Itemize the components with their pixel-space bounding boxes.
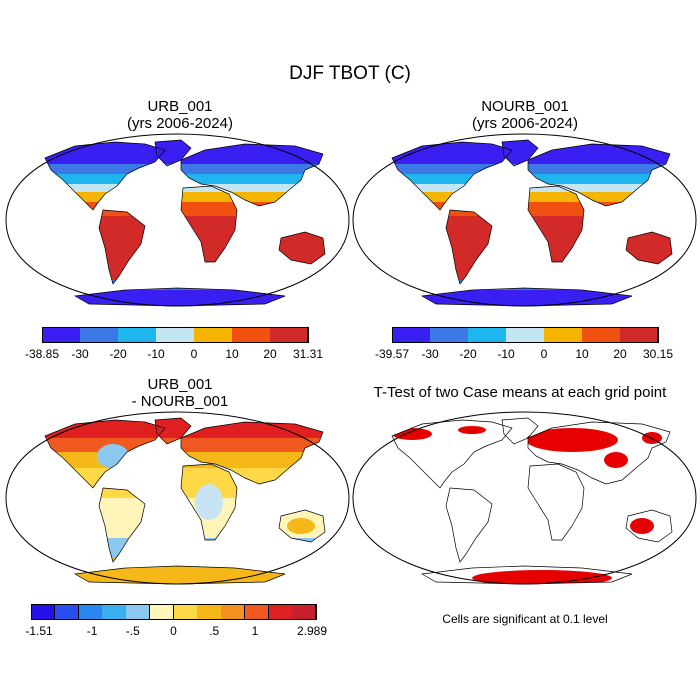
panel-title-urb: URB_001 (yrs 2006-2024)	[30, 98, 330, 132]
significant-cell-region	[458, 426, 486, 434]
colorbar-tick-label: -30	[421, 347, 439, 361]
coastline-europeAsia	[180, 143, 324, 207]
panel-title-nourb-line1: NOURB_001	[481, 98, 569, 115]
colorbar-tick-label: -1.51	[25, 624, 53, 638]
colorbar-tick-label: -38.85	[24, 347, 60, 361]
coastline-antarctica	[73, 287, 286, 307]
map-shading-band	[45, 290, 325, 306]
coastline-europeAsia	[180, 421, 324, 485]
panel-title-ttest-line1: T-Test of two Case means at each grid po…	[373, 384, 667, 401]
panel-title-diff-line1: URB_001	[147, 376, 213, 393]
coastline-southAmerica	[98, 209, 146, 285]
colorbar-swatch	[126, 604, 151, 620]
colorbar-swatch	[270, 327, 309, 343]
colorbar-swatch	[221, 604, 246, 620]
colorbar-swatch	[268, 604, 293, 620]
coastline-northAmerica	[44, 419, 166, 489]
map-shading-band	[392, 164, 672, 174]
coastline-southAmerica	[445, 209, 493, 285]
colorbar-tick-label: 0	[190, 347, 198, 361]
coastline-africa	[527, 463, 585, 541]
colorbar-tick-label: 0	[170, 624, 177, 638]
significant-cell-region	[472, 570, 612, 584]
coastline-australia	[278, 509, 326, 543]
colorbar-tick-label: 20	[263, 347, 277, 361]
colorbar-tick-label: -.5	[125, 624, 140, 638]
coastline-africa	[527, 185, 585, 263]
coastline-europeAsia	[527, 143, 671, 207]
map-urb	[5, 133, 350, 307]
panel-title-diff: URB_001 - NOURB_001	[30, 376, 330, 410]
significant-cell-region	[604, 452, 628, 468]
figure-title: DJF TBOT (C)	[289, 63, 411, 84]
map-shading-band	[392, 290, 672, 306]
coastline-southAmerica	[445, 487, 493, 563]
colorbar-swatch	[149, 604, 174, 620]
coastline-antarctica	[73, 565, 286, 585]
coastline-australia	[625, 231, 673, 265]
colorbar-tick-label: -39.57	[374, 347, 410, 361]
colorbar-tick-label: 2.989	[296, 624, 328, 638]
coastline-africa	[180, 185, 238, 263]
colorbar-swatch	[197, 604, 222, 620]
colorbar-tick-label: 0	[540, 347, 548, 361]
map-shading-band	[45, 164, 325, 174]
colorbar-tick-label: -10	[497, 347, 515, 361]
coastline-antarctica	[420, 287, 633, 307]
colorbar-tick-label: 31.31	[292, 347, 324, 361]
map-shading-band	[392, 192, 672, 202]
colorbar-tick-label: 20	[613, 347, 627, 361]
coastline-europeAsia	[527, 421, 671, 485]
coastline-africa	[180, 463, 238, 541]
colorbar-tick-label: -20	[109, 347, 127, 361]
colorbar-diff	[31, 604, 317, 620]
panel-title-nourb-line2: (yrs 2006-2024)	[472, 115, 578, 132]
map-ttest	[352, 411, 697, 585]
colorbar-tick-label: .5	[209, 624, 220, 638]
colorbar-swatch	[173, 604, 198, 620]
colorbar-tick-label: -10	[147, 347, 165, 361]
colorbar-swatch	[102, 604, 127, 620]
significant-cell-region	[526, 428, 618, 452]
coastline-antarctica	[420, 565, 633, 585]
panel-title-diff-line2: - NOURB_001	[131, 393, 229, 410]
significant-cell-region	[630, 518, 654, 534]
coastline-australia	[625, 509, 673, 543]
colorbar-tick-label: -1	[86, 624, 98, 638]
colorbar-nourb	[392, 327, 659, 343]
colorbar-swatch	[78, 604, 103, 620]
map-diff	[5, 411, 350, 585]
panel-title-urb-line2: (yrs 2006-2024)	[127, 115, 233, 132]
colorbar-swatch	[244, 604, 269, 620]
panel-title-ttest: T-Test of two Case means at each grid po…	[345, 384, 695, 401]
map-shading-band	[45, 418, 325, 438]
map-shading-band	[45, 192, 325, 202]
coastline-northAmerica	[391, 141, 513, 211]
coastline-northAmerica	[391, 419, 513, 489]
colorbar-tick-label: -30	[71, 347, 89, 361]
colorbar-tick-label: 30.15	[642, 347, 674, 361]
coastline-australia	[278, 231, 326, 265]
coastline-southAmerica	[98, 487, 146, 563]
significance-note: Cells are significant at 0.1 level	[442, 612, 608, 626]
coastline-northAmerica	[44, 141, 166, 211]
colorbar-tick-label: 10	[575, 347, 589, 361]
colorbar-tick-label: -20	[459, 347, 477, 361]
map-nourb	[352, 133, 697, 307]
colorbar-tick-label: 1	[251, 624, 259, 638]
colorbar-swatch	[31, 604, 56, 620]
colorbar-tick-label: 10	[225, 347, 239, 361]
panel-title-urb-line1: URB_001	[147, 98, 213, 115]
colorbar-urb	[42, 327, 309, 343]
colorbar-swatch	[54, 604, 79, 620]
colorbar-swatch	[620, 327, 659, 343]
panel-title-nourb: NOURB_001 (yrs 2006-2024)	[375, 98, 675, 132]
